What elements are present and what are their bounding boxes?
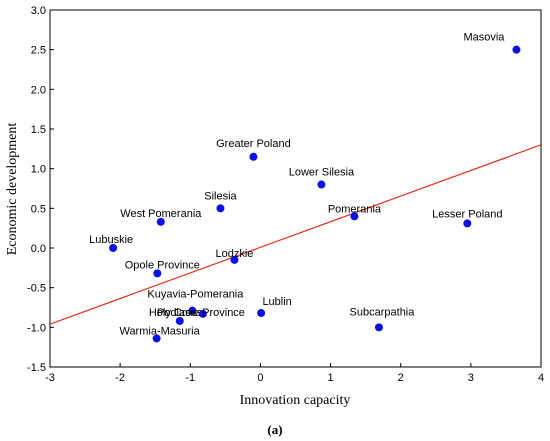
plot-area — [49, 9, 542, 368]
data-point — [153, 269, 162, 278]
data-point — [350, 212, 359, 221]
point-label: Subcarpathia — [350, 306, 416, 318]
data-point — [109, 244, 118, 252]
x-tick-label: 1 — [328, 372, 334, 384]
data-point — [257, 309, 266, 318]
y-tick-label: 0.5 — [31, 203, 46, 215]
data-point — [156, 217, 165, 226]
point-label: Lesser Poland — [432, 208, 502, 220]
data-point — [152, 334, 161, 343]
point-label: Opole Province — [125, 259, 200, 271]
data-point — [198, 309, 207, 318]
point-label: Warmia-Masuria — [119, 325, 200, 337]
point-label: Pomerania — [328, 203, 382, 215]
data-point — [512, 45, 521, 54]
y-tick-label: 0.0 — [31, 243, 46, 255]
point-label: Greater Poland — [216, 138, 291, 150]
y-tick-label: 2.0 — [31, 84, 46, 96]
data-point — [463, 219, 472, 228]
point-label: Silesia — [204, 190, 237, 202]
x-axis: -3 -2 -1 0 1 2 3 4 — [45, 363, 544, 384]
y-tick-label: -1.5 — [27, 362, 46, 374]
point-label: Podlasie Province — [157, 307, 245, 319]
data-point — [249, 152, 258, 161]
y-tick-label: 1.5 — [31, 124, 46, 136]
x-tick-label: 4 — [538, 372, 544, 384]
data-point — [188, 306, 197, 315]
y-tick-label: -1.0 — [27, 322, 46, 334]
point-label: Lodzkie — [216, 248, 254, 260]
point-label: Lubuskie — [89, 234, 133, 246]
y-axis: -1.5 -1.0 -0.5 0.0 0.5 1.0 1.5 2.0 2.5 3.0 — [27, 5, 54, 374]
trend-line — [49, 144, 542, 325]
point-label: Kuyavia-Pomerania — [147, 289, 244, 301]
data-point — [216, 204, 225, 213]
x-tick-label: -1 — [185, 372, 195, 384]
point-label: Masovia — [463, 32, 505, 44]
point-label: Holy Cross — [149, 307, 203, 319]
x-tick-label: 3 — [468, 372, 474, 384]
y-tick-label: 3.0 — [31, 5, 46, 17]
data-point — [374, 323, 383, 332]
figure-caption: (a) — [267, 422, 282, 437]
x-tick-label: -3 — [45, 372, 55, 384]
data-point — [317, 180, 326, 189]
x-tick-label: -2 — [115, 372, 125, 384]
data-points: Masovia Greater Poland Lower Silesia Silesi… — [89, 32, 521, 343]
y-tick-label: 1.0 — [31, 164, 46, 176]
y-tick-label: -0.5 — [27, 283, 46, 295]
point-label: Lublin — [262, 296, 291, 308]
point-label: West Pomerania — [120, 208, 202, 220]
y-tick-label: 2.5 — [31, 45, 46, 57]
point-label: Lower Silesia — [289, 167, 355, 179]
x-axis-title: Innovation capacity — [240, 393, 351, 408]
x-tick-label: 2 — [398, 372, 404, 384]
x-tick-label: 0 — [257, 372, 263, 384]
data-point — [230, 255, 239, 264]
y-axis-title: Economic development — [5, 123, 20, 256]
data-point — [175, 316, 184, 325]
